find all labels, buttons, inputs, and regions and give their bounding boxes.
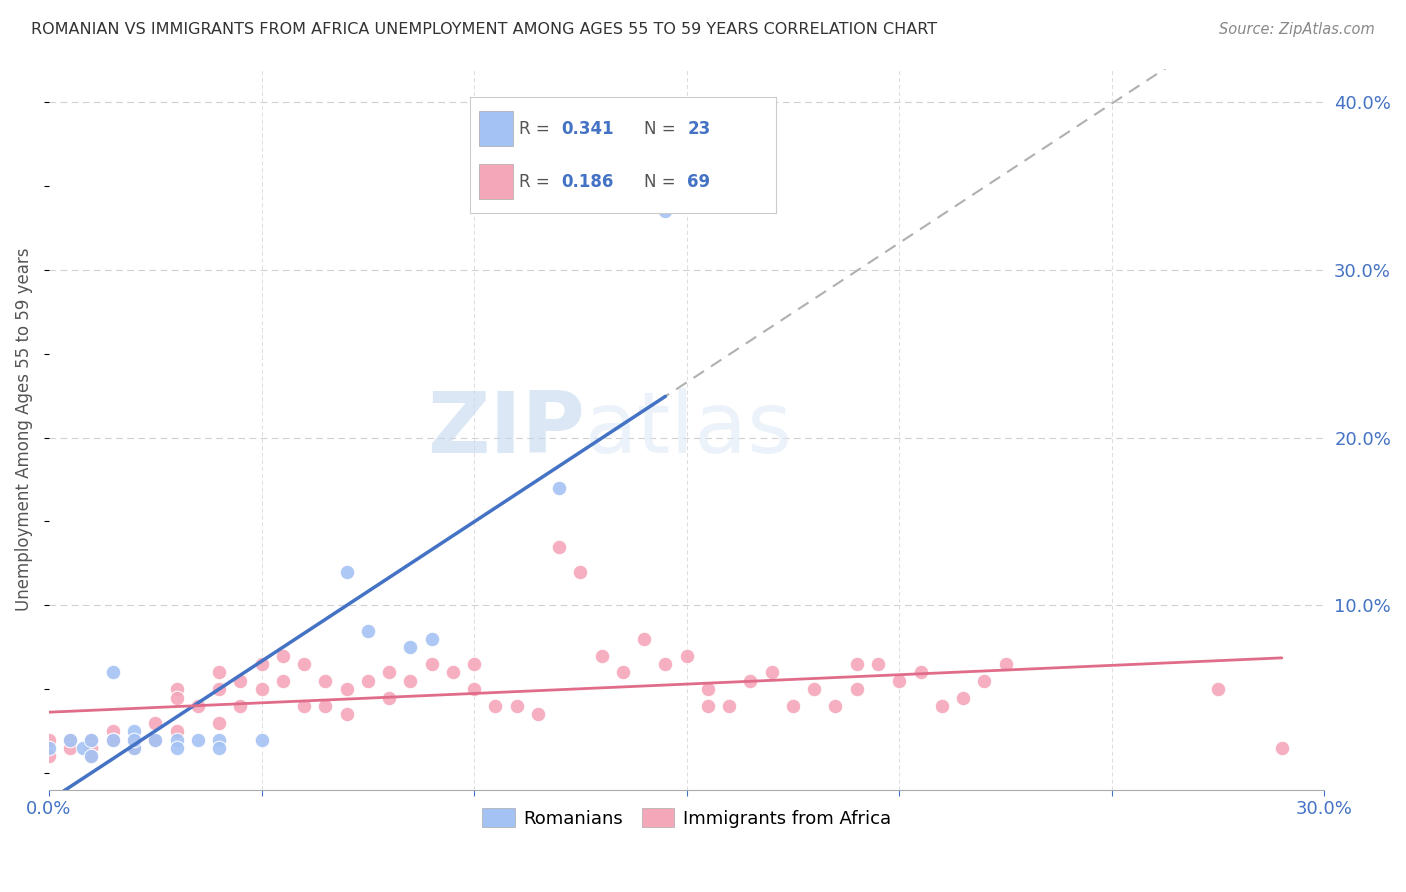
Text: ROMANIAN VS IMMIGRANTS FROM AFRICA UNEMPLOYMENT AMONG AGES 55 TO 59 YEARS CORREL: ROMANIAN VS IMMIGRANTS FROM AFRICA UNEMP… bbox=[31, 22, 936, 37]
Point bbox=[143, 732, 166, 747]
Point bbox=[399, 640, 422, 655]
Point bbox=[80, 749, 103, 764]
Point bbox=[122, 741, 145, 756]
Point bbox=[80, 749, 103, 764]
Point bbox=[845, 657, 868, 671]
Point bbox=[38, 749, 60, 764]
Point bbox=[824, 699, 846, 714]
Point bbox=[463, 682, 485, 697]
Point bbox=[548, 481, 571, 495]
Point bbox=[166, 732, 188, 747]
Point bbox=[931, 699, 953, 714]
Point bbox=[208, 715, 231, 730]
Text: atlas: atlas bbox=[585, 388, 793, 471]
Point bbox=[866, 657, 889, 671]
Point bbox=[80, 732, 103, 747]
Point bbox=[122, 741, 145, 756]
Point bbox=[166, 682, 188, 697]
Point bbox=[229, 673, 252, 688]
Point bbox=[166, 690, 188, 705]
Point bbox=[527, 707, 550, 722]
Point bbox=[122, 724, 145, 739]
Point bbox=[1206, 682, 1229, 697]
Point bbox=[122, 732, 145, 747]
Point bbox=[740, 673, 762, 688]
Point bbox=[59, 741, 82, 756]
Point bbox=[208, 732, 231, 747]
Point bbox=[292, 657, 315, 671]
Point bbox=[889, 673, 911, 688]
Point bbox=[357, 624, 380, 638]
Point bbox=[569, 565, 592, 579]
Point bbox=[250, 682, 273, 697]
Point bbox=[122, 732, 145, 747]
Point bbox=[505, 699, 527, 714]
Point bbox=[420, 632, 443, 646]
Point bbox=[208, 665, 231, 680]
Point bbox=[59, 732, 82, 747]
Point bbox=[208, 682, 231, 697]
Point bbox=[441, 665, 464, 680]
Point bbox=[633, 632, 655, 646]
Point bbox=[314, 699, 336, 714]
Point bbox=[271, 673, 294, 688]
Point bbox=[845, 682, 868, 697]
Legend: Romanians, Immigrants from Africa: Romanians, Immigrants from Africa bbox=[475, 801, 898, 835]
Point bbox=[59, 732, 82, 747]
Point bbox=[612, 665, 634, 680]
Point bbox=[463, 657, 485, 671]
Point bbox=[910, 665, 932, 680]
Point bbox=[952, 690, 974, 705]
Point bbox=[378, 690, 401, 705]
Point bbox=[399, 673, 422, 688]
Point bbox=[101, 732, 124, 747]
Point bbox=[314, 673, 336, 688]
Point bbox=[80, 732, 103, 747]
Point bbox=[250, 732, 273, 747]
Point bbox=[654, 204, 676, 219]
Point bbox=[718, 699, 741, 714]
Point bbox=[250, 657, 273, 671]
Point bbox=[271, 648, 294, 663]
Point bbox=[994, 657, 1017, 671]
Point bbox=[973, 673, 995, 688]
Point bbox=[166, 724, 188, 739]
Point bbox=[38, 732, 60, 747]
Point bbox=[378, 665, 401, 680]
Point bbox=[72, 741, 94, 756]
Point bbox=[38, 741, 60, 756]
Point bbox=[208, 741, 231, 756]
Point bbox=[548, 540, 571, 554]
Point bbox=[1271, 741, 1294, 756]
Point bbox=[591, 648, 613, 663]
Point bbox=[357, 673, 380, 688]
Point bbox=[187, 699, 209, 714]
Text: Source: ZipAtlas.com: Source: ZipAtlas.com bbox=[1219, 22, 1375, 37]
Point bbox=[187, 732, 209, 747]
Point bbox=[335, 565, 357, 579]
Point bbox=[101, 732, 124, 747]
Point bbox=[420, 657, 443, 671]
Point bbox=[80, 741, 103, 756]
Point bbox=[761, 665, 783, 680]
Text: ZIP: ZIP bbox=[427, 388, 585, 471]
Point bbox=[697, 682, 720, 697]
Point bbox=[292, 699, 315, 714]
Point bbox=[675, 648, 697, 663]
Point bbox=[101, 724, 124, 739]
Point bbox=[654, 657, 676, 671]
Point bbox=[101, 665, 124, 680]
Point bbox=[335, 707, 357, 722]
Y-axis label: Unemployment Among Ages 55 to 59 years: Unemployment Among Ages 55 to 59 years bbox=[15, 247, 32, 611]
Point bbox=[782, 699, 804, 714]
Point bbox=[803, 682, 825, 697]
Point bbox=[484, 699, 506, 714]
Point bbox=[335, 682, 357, 697]
Point bbox=[143, 715, 166, 730]
Point bbox=[166, 741, 188, 756]
Point bbox=[143, 732, 166, 747]
Point bbox=[697, 699, 720, 714]
Point bbox=[229, 699, 252, 714]
